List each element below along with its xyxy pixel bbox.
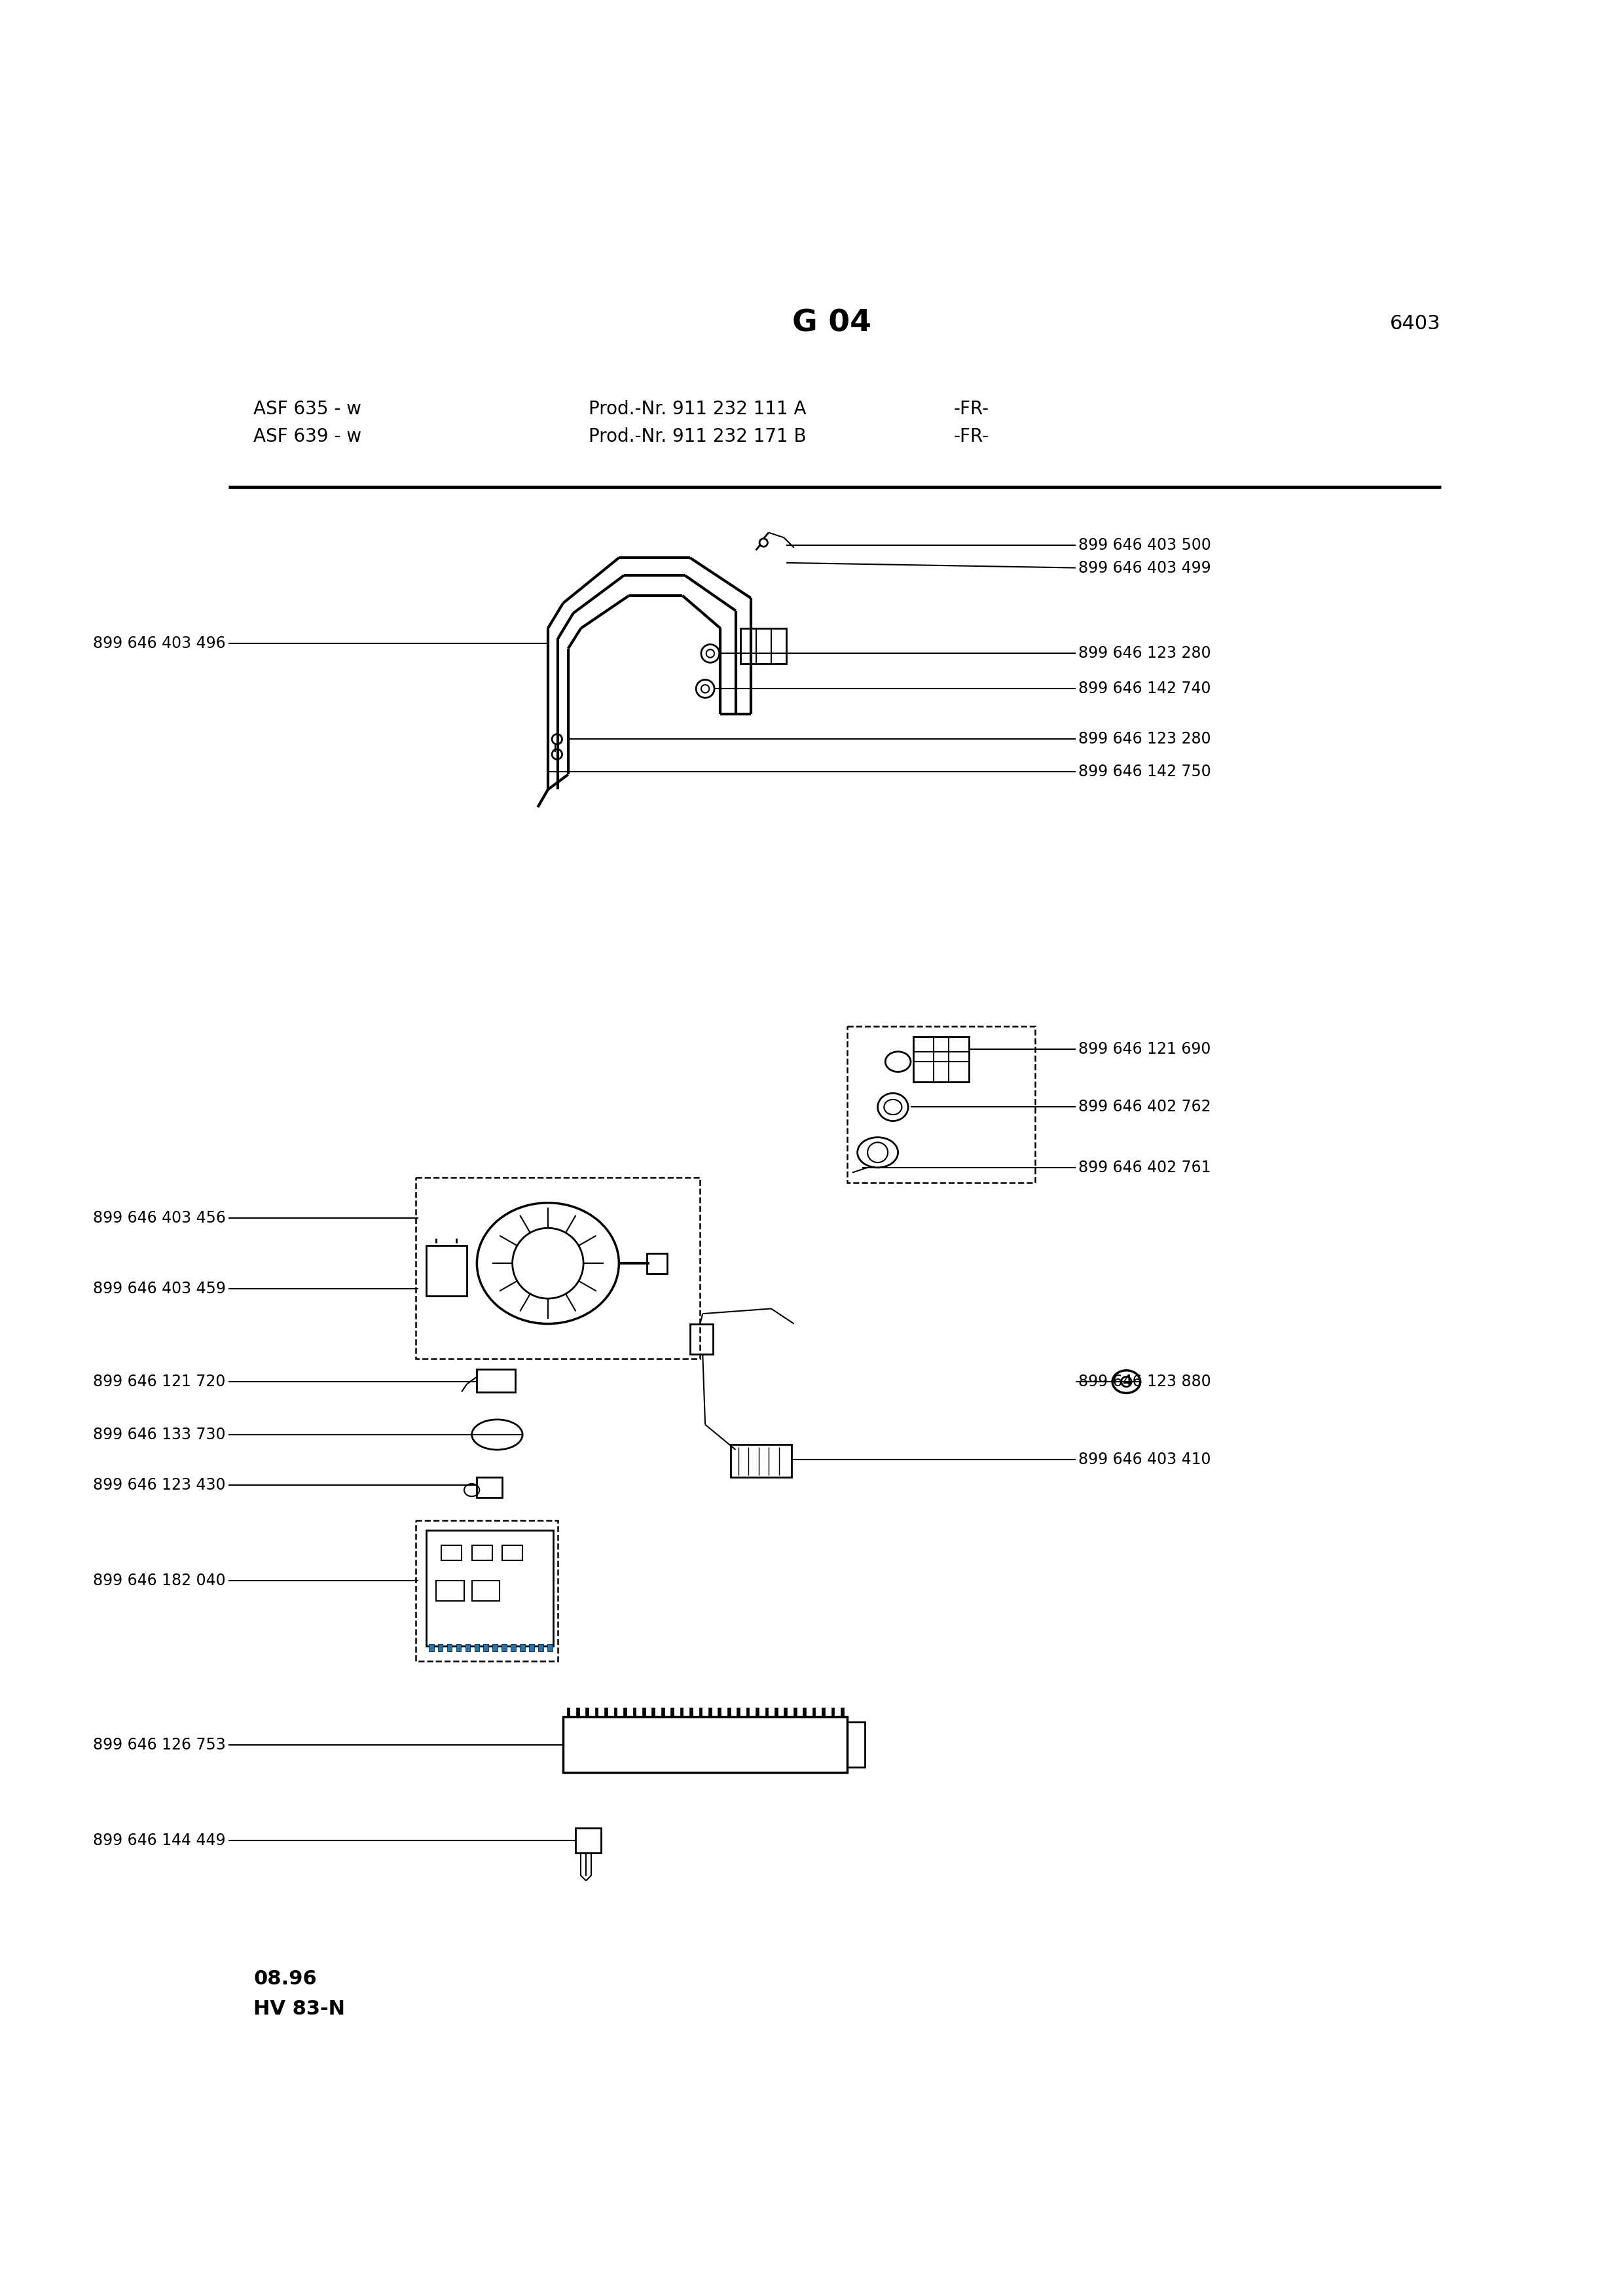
Bar (756, 1708, 758, 1717)
Bar (680, 1708, 683, 1717)
Bar (519, 1644, 526, 1651)
Bar (813, 1708, 815, 1717)
Text: -FR-: -FR- (954, 427, 990, 445)
Text: 899 646 403 499: 899 646 403 499 (1078, 560, 1211, 576)
Text: 899 646 133 730: 899 646 133 730 (93, 1426, 226, 1442)
Text: HV 83-N: HV 83-N (253, 2000, 346, 2018)
Bar (472, 1582, 500, 1600)
Bar (717, 1708, 721, 1717)
Bar (428, 1644, 433, 1651)
Text: 899 646 123 430: 899 646 123 430 (93, 1476, 226, 1492)
Bar (484, 1644, 489, 1651)
Bar (690, 1325, 712, 1355)
Bar (466, 1644, 471, 1651)
Bar (794, 1708, 797, 1717)
Bar (576, 1708, 579, 1717)
Bar (747, 1708, 750, 1717)
Bar (427, 1247, 467, 1295)
Bar (502, 1644, 506, 1651)
Text: 899 646 121 720: 899 646 121 720 (93, 1373, 226, 1389)
Bar (427, 1531, 553, 1646)
Bar (437, 1582, 464, 1600)
Bar (477, 1479, 502, 1497)
Bar (633, 1708, 636, 1717)
Bar (847, 1026, 1035, 1182)
Text: 899 646 126 753: 899 646 126 753 (93, 1736, 226, 1752)
Bar (613, 1708, 617, 1717)
Text: 899 646 182 040: 899 646 182 040 (93, 1573, 226, 1589)
Text: 08.96: 08.96 (253, 1970, 316, 1988)
Bar (740, 629, 787, 664)
Bar (737, 1708, 740, 1717)
Bar (511, 1644, 516, 1651)
Bar (563, 1717, 847, 1773)
Text: 899 646 403 410: 899 646 403 410 (1078, 1451, 1211, 1467)
Text: 6403: 6403 (1389, 315, 1441, 333)
Text: 899 646 403 500: 899 646 403 500 (1078, 537, 1211, 553)
Bar (670, 1708, 674, 1717)
Text: 899 646 402 762: 899 646 402 762 (1078, 1100, 1211, 1116)
Bar (841, 1708, 844, 1717)
Text: ASF 635 - w: ASF 635 - w (253, 400, 362, 418)
Bar (415, 1520, 558, 1662)
Bar (821, 1708, 824, 1717)
Bar (803, 1708, 807, 1717)
Bar (643, 1708, 646, 1717)
Text: ASF 639 - w: ASF 639 - w (253, 427, 362, 445)
Bar (446, 1644, 451, 1651)
Text: -FR-: -FR- (954, 400, 990, 418)
Bar (576, 1828, 601, 1853)
Bar (700, 1708, 703, 1717)
Bar (652, 1708, 654, 1717)
Text: Prod.-Nr. 911 232 171 B: Prod.-Nr. 911 232 171 B (589, 427, 807, 445)
Bar (623, 1708, 626, 1717)
Bar (708, 1708, 711, 1717)
Text: 899 646 142 750: 899 646 142 750 (1078, 765, 1211, 781)
Bar (914, 1035, 969, 1081)
Bar (502, 1545, 523, 1561)
Text: 899 646 403 456: 899 646 403 456 (93, 1210, 226, 1226)
Text: 899 646 123 880: 899 646 123 880 (1078, 1373, 1211, 1389)
Bar (784, 1708, 787, 1717)
Bar (596, 1708, 597, 1717)
Bar (727, 1708, 730, 1717)
Text: 899 646 123 280: 899 646 123 280 (1078, 645, 1211, 661)
Bar (764, 1708, 768, 1717)
Bar (539, 1644, 544, 1651)
Bar (472, 1545, 492, 1561)
Text: 899 646 121 690: 899 646 121 690 (1078, 1042, 1211, 1056)
Text: 899 646 123 280: 899 646 123 280 (1078, 732, 1211, 746)
Bar (661, 1708, 664, 1717)
Bar (456, 1644, 461, 1651)
Text: 899 646 142 740: 899 646 142 740 (1078, 682, 1211, 696)
Bar (586, 1708, 589, 1717)
Bar (774, 1708, 777, 1717)
Bar (690, 1708, 693, 1717)
Bar (730, 1444, 792, 1479)
Bar (441, 1545, 461, 1561)
Text: 899 646 403 496: 899 646 403 496 (93, 636, 226, 652)
Bar (648, 1254, 667, 1274)
Bar (847, 1722, 865, 1768)
Bar (831, 1708, 834, 1717)
Bar (474, 1644, 479, 1651)
Bar (438, 1644, 443, 1651)
Bar (415, 1178, 700, 1359)
Text: 899 646 402 761: 899 646 402 761 (1078, 1159, 1211, 1176)
Bar (604, 1708, 607, 1717)
Text: G 04: G 04 (792, 308, 872, 338)
Text: 899 646 144 449: 899 646 144 449 (93, 1832, 226, 1848)
Text: Prod.-Nr. 911 232 111 A: Prod.-Nr. 911 232 111 A (589, 400, 807, 418)
Bar (547, 1644, 552, 1651)
Bar (477, 1368, 514, 1391)
Bar (566, 1708, 570, 1717)
Text: 899 646 403 459: 899 646 403 459 (93, 1281, 226, 1297)
Bar (529, 1644, 534, 1651)
Bar (493, 1644, 498, 1651)
